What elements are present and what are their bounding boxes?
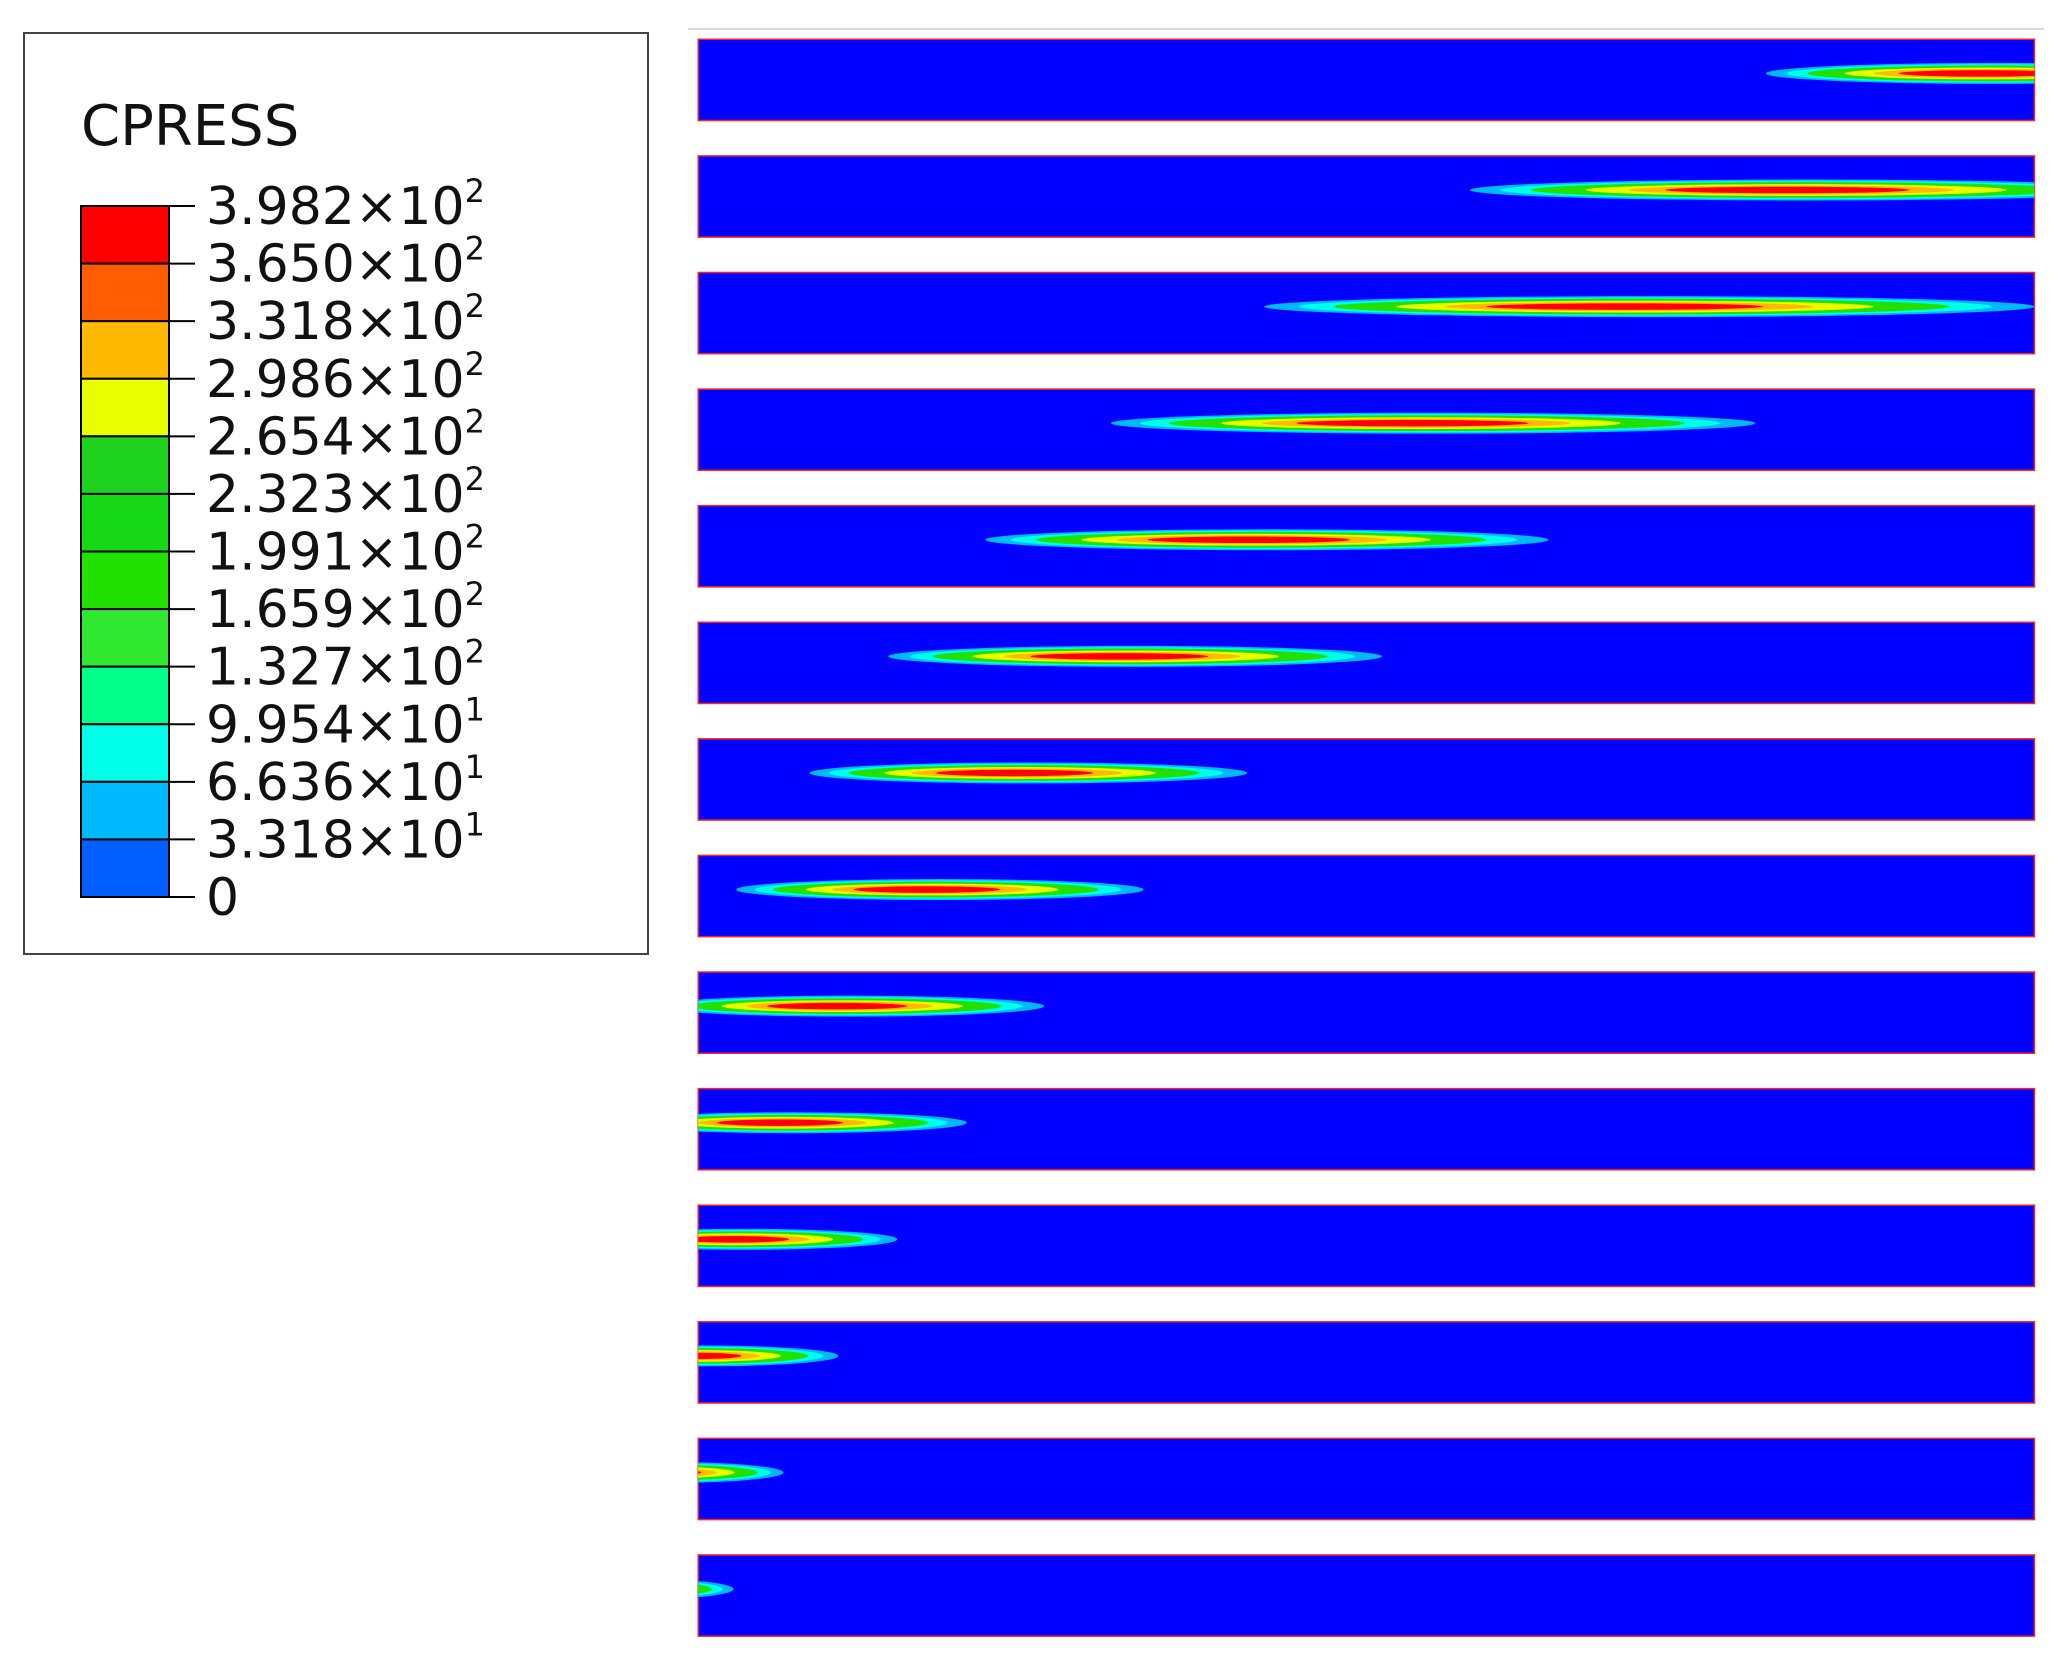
label-exponent: 2 bbox=[465, 287, 485, 325]
contour bbox=[809, 762, 1248, 784]
label-base: 0 bbox=[206, 868, 239, 928]
contour-band bbox=[594, 1586, 665, 1593]
legend-band bbox=[80, 435, 170, 495]
contour bbox=[571, 1581, 734, 1598]
contour bbox=[698, 1462, 784, 1483]
contour bbox=[985, 529, 1549, 551]
contour bbox=[698, 1228, 898, 1250]
legend-label: 3.318×102 bbox=[206, 287, 485, 352]
legend-band bbox=[80, 205, 170, 265]
contour bbox=[698, 1112, 967, 1134]
contour-band bbox=[698, 1352, 742, 1360]
strip bbox=[697, 1321, 2036, 1404]
label-base: 9.954×10 bbox=[206, 695, 465, 755]
contour-band bbox=[853, 886, 1001, 893]
contour-band bbox=[767, 1002, 908, 1010]
contour-band bbox=[716, 1119, 844, 1126]
legend-band bbox=[80, 665, 170, 726]
legend-band bbox=[80, 780, 170, 841]
legend-band bbox=[80, 320, 170, 380]
label-base: 3.982×10 bbox=[206, 177, 465, 237]
legend-label: 3.318×101 bbox=[206, 805, 485, 870]
legend-label: 2.986×102 bbox=[206, 345, 485, 410]
contour bbox=[1469, 179, 2035, 201]
contour-band bbox=[1030, 653, 1209, 660]
contour-band bbox=[698, 1582, 723, 1596]
legend-label: 2.323×102 bbox=[206, 460, 485, 525]
label-exponent: 1 bbox=[465, 805, 485, 843]
label-exponent: 2 bbox=[465, 575, 485, 613]
legend-label: 6.636×101 bbox=[206, 748, 485, 813]
legend-label: 2.654×102 bbox=[206, 402, 485, 467]
label-exponent: 2 bbox=[465, 230, 485, 268]
legend-band bbox=[80, 492, 170, 553]
legend-label: 9.954×101 bbox=[206, 690, 485, 755]
legend-band bbox=[80, 550, 170, 611]
label-base: 2.986×10 bbox=[206, 350, 465, 410]
legend-band bbox=[80, 838, 170, 899]
contour-band bbox=[698, 1584, 712, 1594]
strip bbox=[697, 621, 2036, 705]
contour-band bbox=[698, 1236, 789, 1243]
strip bbox=[697, 1204, 2036, 1288]
contour-band bbox=[935, 769, 1094, 777]
label-exponent: 2 bbox=[465, 172, 485, 210]
legend-band bbox=[80, 262, 170, 323]
label-exponent: 2 bbox=[465, 518, 485, 556]
legend-band bbox=[80, 608, 170, 668]
label-base: 1.659×10 bbox=[206, 580, 465, 640]
legend-label: 3.650×102 bbox=[206, 230, 485, 295]
label-base: 2.654×10 bbox=[206, 407, 465, 467]
legend-label: 0 bbox=[206, 868, 239, 928]
contour-band bbox=[698, 1471, 702, 1474]
contour bbox=[698, 995, 1045, 1017]
label-base: 2.323×10 bbox=[206, 465, 465, 525]
contour-band bbox=[1898, 70, 2035, 77]
contour-band bbox=[698, 1469, 717, 1476]
contour-band bbox=[571, 1583, 693, 1595]
label-exponent: 2 bbox=[465, 460, 485, 498]
label-base: 3.318×10 bbox=[206, 292, 465, 352]
label-base: 1.327×10 bbox=[206, 638, 465, 698]
contour-band bbox=[1485, 303, 1764, 310]
contour-band bbox=[1147, 536, 1351, 544]
legend-title: CPRESS bbox=[81, 94, 299, 159]
contour bbox=[1264, 296, 2035, 318]
contour bbox=[1765, 62, 2035, 84]
legend-label: 1.991×102 bbox=[206, 518, 485, 583]
strip bbox=[697, 1437, 2036, 1521]
label-base: 6.636×10 bbox=[206, 753, 465, 813]
label-base: 3.318×10 bbox=[206, 810, 465, 870]
contour bbox=[888, 645, 1383, 667]
label-exponent: 2 bbox=[465, 402, 485, 440]
contour bbox=[698, 1345, 839, 1367]
label-base: 3.650×10 bbox=[206, 235, 465, 295]
legend-band bbox=[80, 723, 170, 783]
strip bbox=[697, 1554, 2036, 1637]
contour bbox=[1110, 412, 1756, 434]
legend-band bbox=[80, 377, 170, 438]
contour bbox=[736, 879, 1144, 901]
label-exponent: 2 bbox=[465, 345, 485, 383]
legend-label: 1.327×102 bbox=[206, 633, 485, 698]
contour-band bbox=[1296, 419, 1529, 427]
legend-label: 1.659×102 bbox=[206, 575, 485, 640]
label-exponent: 2 bbox=[465, 633, 485, 671]
contour-band bbox=[1665, 186, 1910, 194]
contour-band bbox=[583, 1584, 677, 1593]
label-exponent: 1 bbox=[465, 748, 485, 786]
label-base: 1.991×10 bbox=[206, 523, 465, 583]
legend-label: 3.982×102 bbox=[206, 172, 485, 237]
label-exponent: 1 bbox=[465, 690, 485, 728]
